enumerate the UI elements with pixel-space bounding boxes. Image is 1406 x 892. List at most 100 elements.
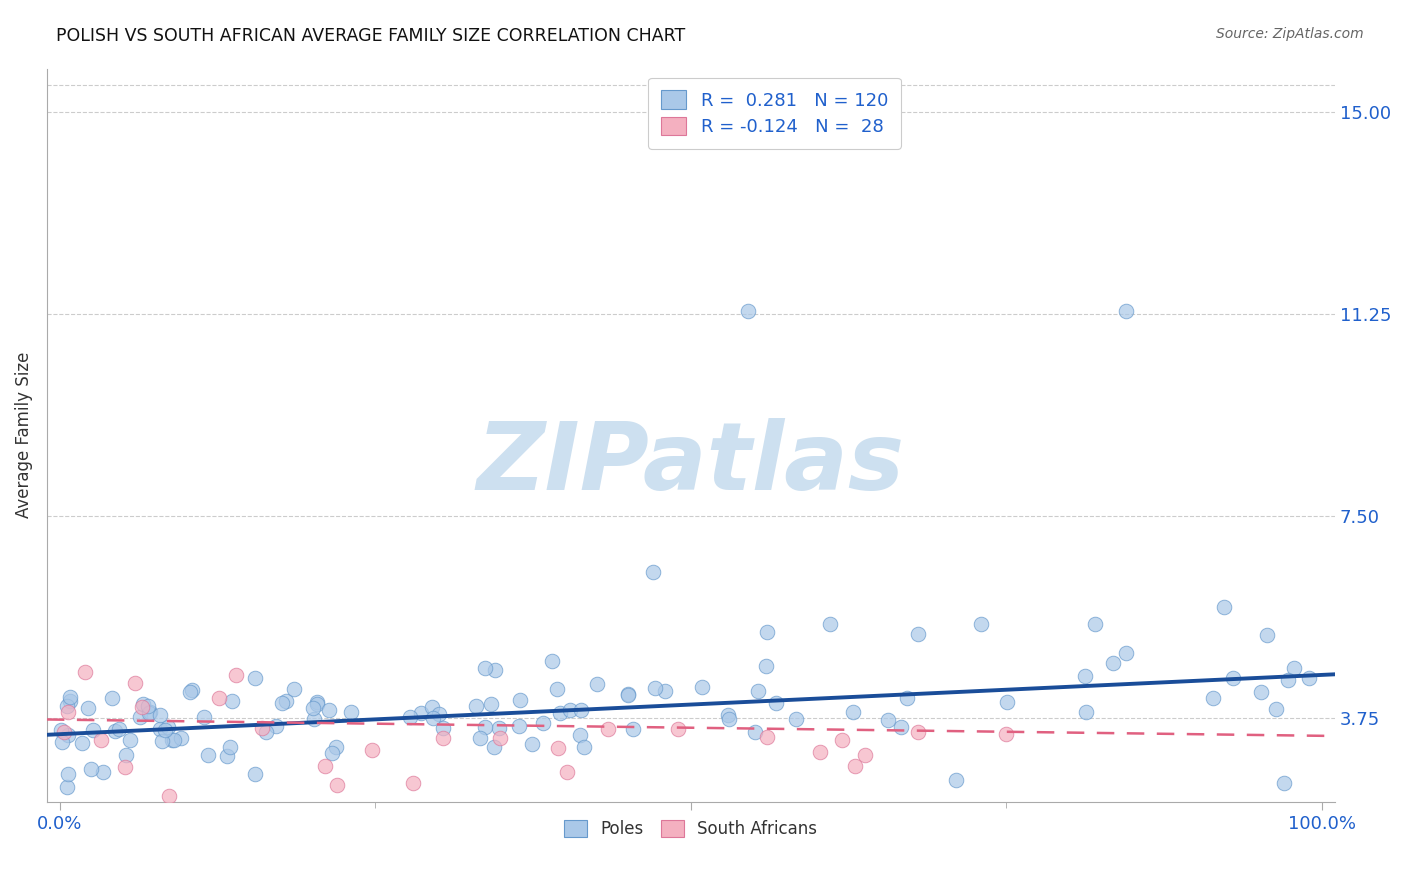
- Point: [690, 680, 713, 694]
- Point: [1272, 775, 1295, 789]
- Point: [666, 722, 689, 736]
- Text: Source: ZipAtlas.com: Source: ZipAtlas.com: [1216, 27, 1364, 41]
- Point: [243, 766, 266, 780]
- Point: [90, 732, 112, 747]
- Point: [274, 694, 297, 708]
- Point: [243, 671, 266, 685]
- Point: [1250, 684, 1272, 698]
- Point: [256, 725, 278, 739]
- Point: [1222, 671, 1244, 685]
- Point: [427, 707, 450, 722]
- Point: [489, 731, 512, 745]
- Point: [785, 712, 807, 726]
- Point: [1265, 701, 1288, 715]
- Point: [844, 758, 866, 772]
- Point: [555, 764, 578, 779]
- Point: [488, 722, 510, 736]
- Point: [1277, 673, 1299, 687]
- Point: [747, 684, 769, 698]
- Point: [160, 733, 183, 747]
- Point: [170, 731, 193, 746]
- Point: [621, 722, 644, 736]
- Point: [80, 762, 103, 776]
- Point: [568, 728, 591, 742]
- Point: [531, 716, 554, 731]
- Point: [149, 723, 172, 737]
- Point: [114, 760, 136, 774]
- Point: [474, 661, 496, 675]
- Point: [197, 747, 219, 762]
- Legend: Poles, South Africans: Poles, South Africans: [557, 813, 824, 845]
- Point: [509, 693, 531, 707]
- Point: [221, 694, 243, 708]
- Point: [755, 658, 778, 673]
- Point: [995, 695, 1018, 709]
- Point: [314, 758, 336, 772]
- Point: [718, 712, 741, 726]
- Point: [59, 694, 82, 708]
- Point: [1101, 657, 1123, 671]
- Point: [831, 732, 853, 747]
- Point: [155, 723, 177, 738]
- Point: [402, 775, 425, 789]
- Point: [1084, 616, 1107, 631]
- Point: [55, 699, 77, 714]
- Point: [179, 684, 201, 698]
- Point: [56, 705, 79, 719]
- Point: [755, 624, 778, 639]
- Point: [1073, 668, 1095, 682]
- Point: [138, 705, 160, 719]
- Point: [264, 719, 287, 733]
- Point: [508, 718, 530, 732]
- Point: [1074, 706, 1097, 720]
- Point: [737, 304, 759, 318]
- Point: [468, 731, 491, 745]
- Point: [219, 739, 242, 754]
- Point: [1115, 646, 1137, 660]
- Point: [124, 676, 146, 690]
- Point: [569, 703, 592, 717]
- Point: [541, 655, 564, 669]
- Point: [318, 703, 340, 717]
- Point: [305, 697, 328, 711]
- Point: [56, 767, 79, 781]
- Point: [995, 727, 1018, 741]
- Point: [970, 616, 993, 631]
- Point: [890, 720, 912, 734]
- Point: [138, 706, 160, 720]
- Point: [131, 697, 153, 711]
- Point: [193, 709, 215, 723]
- Point: [157, 789, 180, 804]
- Point: [432, 731, 454, 745]
- Point: [432, 721, 454, 735]
- Point: [818, 616, 841, 631]
- Point: [104, 724, 127, 739]
- Point: [420, 699, 443, 714]
- Point: [108, 722, 131, 736]
- Point: [271, 696, 294, 710]
- Point: [484, 663, 506, 677]
- Point: [585, 676, 607, 690]
- Point: [876, 713, 898, 727]
- Point: [215, 749, 238, 764]
- Point: [465, 699, 488, 714]
- Point: [744, 724, 766, 739]
- Point: [58, 728, 80, 742]
- Point: [765, 697, 787, 711]
- Point: [641, 566, 664, 580]
- Point: [302, 712, 325, 726]
- Point: [340, 705, 363, 719]
- Point: [598, 723, 620, 737]
- Point: [1298, 671, 1320, 685]
- Point: [654, 684, 676, 698]
- Point: [53, 724, 76, 739]
- Point: [73, 665, 96, 680]
- Text: ZIPatlas: ZIPatlas: [477, 418, 905, 510]
- Point: [131, 700, 153, 714]
- Point: [118, 732, 141, 747]
- Text: POLISH VS SOUTH AFRICAN AVERAGE FAMILY SIZE CORRELATION CHART: POLISH VS SOUTH AFRICAN AVERAGE FAMILY S…: [56, 27, 686, 45]
- Point: [150, 734, 173, 748]
- Point: [252, 721, 274, 735]
- Point: [163, 732, 186, 747]
- Point: [157, 720, 180, 734]
